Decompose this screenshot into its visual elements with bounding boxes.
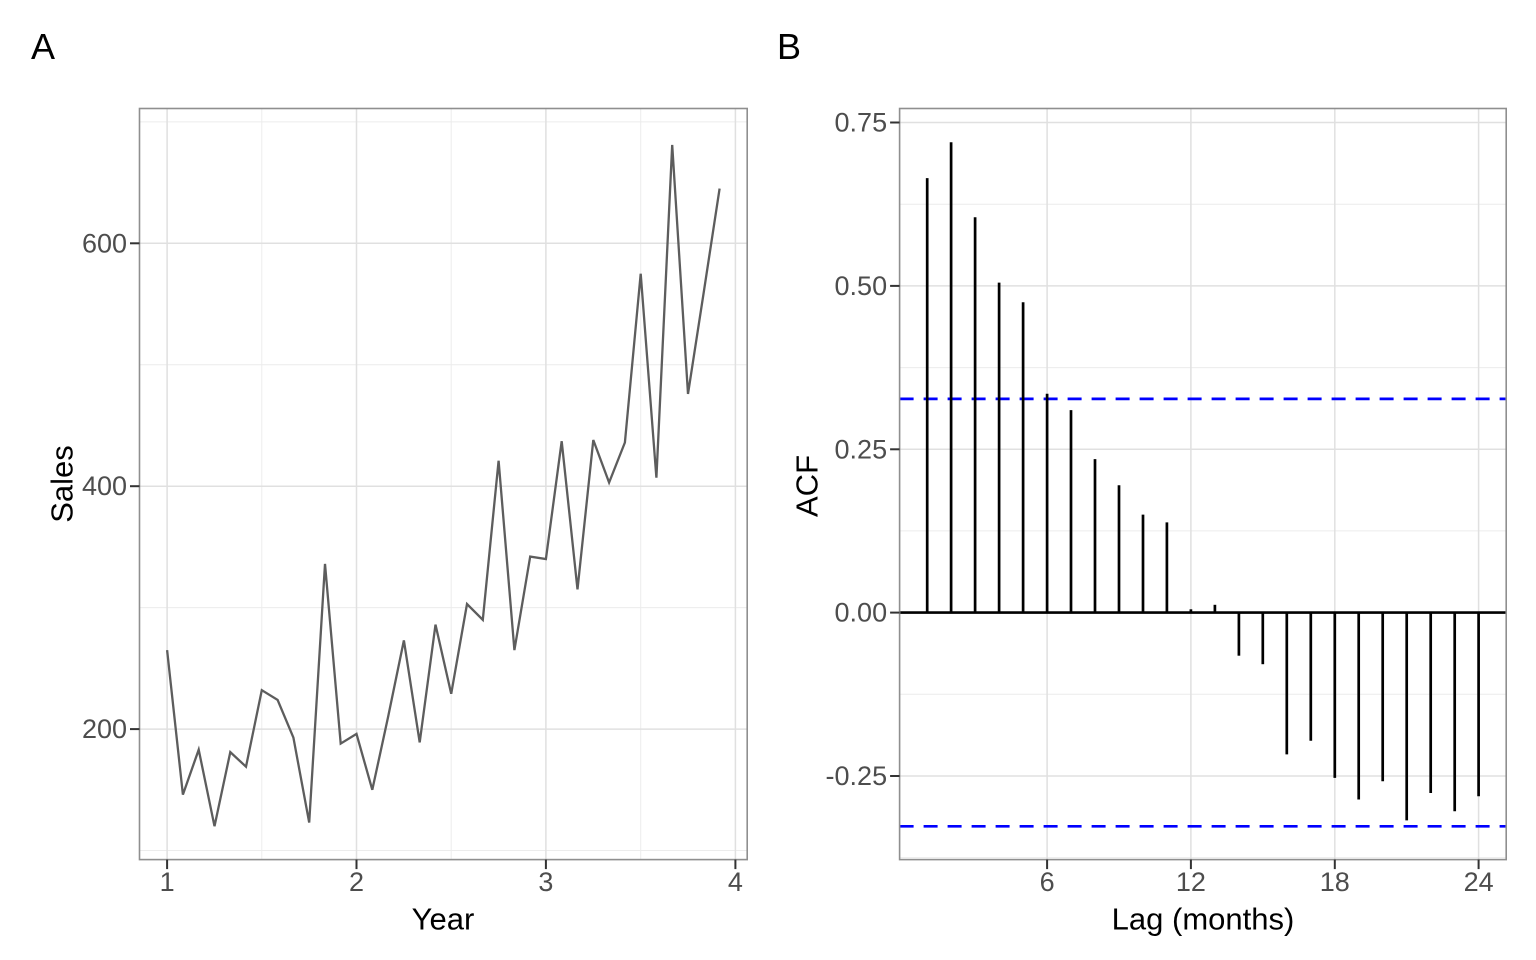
- x-tick-label: 24: [1464, 867, 1494, 897]
- y-tick-label: 0.00: [835, 598, 888, 628]
- panel-a-x-axis-title: Year: [411, 901, 475, 937]
- y-tick-label: 600: [82, 228, 127, 258]
- x-tick-label: 1: [160, 867, 175, 897]
- panel-b-plot: 6 12 18 24 -0.25 0.00 0.25 0.50 0.75: [826, 107, 1507, 897]
- y-tick-label: 0.25: [835, 434, 888, 464]
- x-tick-label: 18: [1320, 867, 1350, 897]
- x-tick-label: 3: [538, 867, 553, 897]
- y-tick-label: 400: [82, 471, 127, 501]
- panel-a-tag: A: [30, 26, 56, 67]
- panel-b-x-axis-title: Lag (months): [1111, 901, 1295, 937]
- panel-border: [898, 107, 1507, 861]
- x-tick-label: 2: [349, 867, 364, 897]
- panel-border: [138, 107, 749, 861]
- x-tick-label: 4: [728, 867, 743, 897]
- sales-line-series: [165, 144, 721, 827]
- y-tick-label: 0.50: [835, 271, 888, 301]
- y-tick-label: 0.75: [835, 108, 888, 138]
- panel-a-y-axis-title: Sales: [44, 445, 80, 523]
- panel-b-tag: B: [776, 26, 802, 67]
- y-tick-label: 200: [82, 714, 127, 744]
- x-tick-label: 12: [1176, 867, 1206, 897]
- panel-a-plot: 1 2 3 4 200 400 600: [82, 107, 749, 897]
- y-tick-label: -0.25: [826, 761, 888, 791]
- panel-b-y-axis-title: ACF: [789, 455, 825, 517]
- x-tick-label: 6: [1040, 867, 1055, 897]
